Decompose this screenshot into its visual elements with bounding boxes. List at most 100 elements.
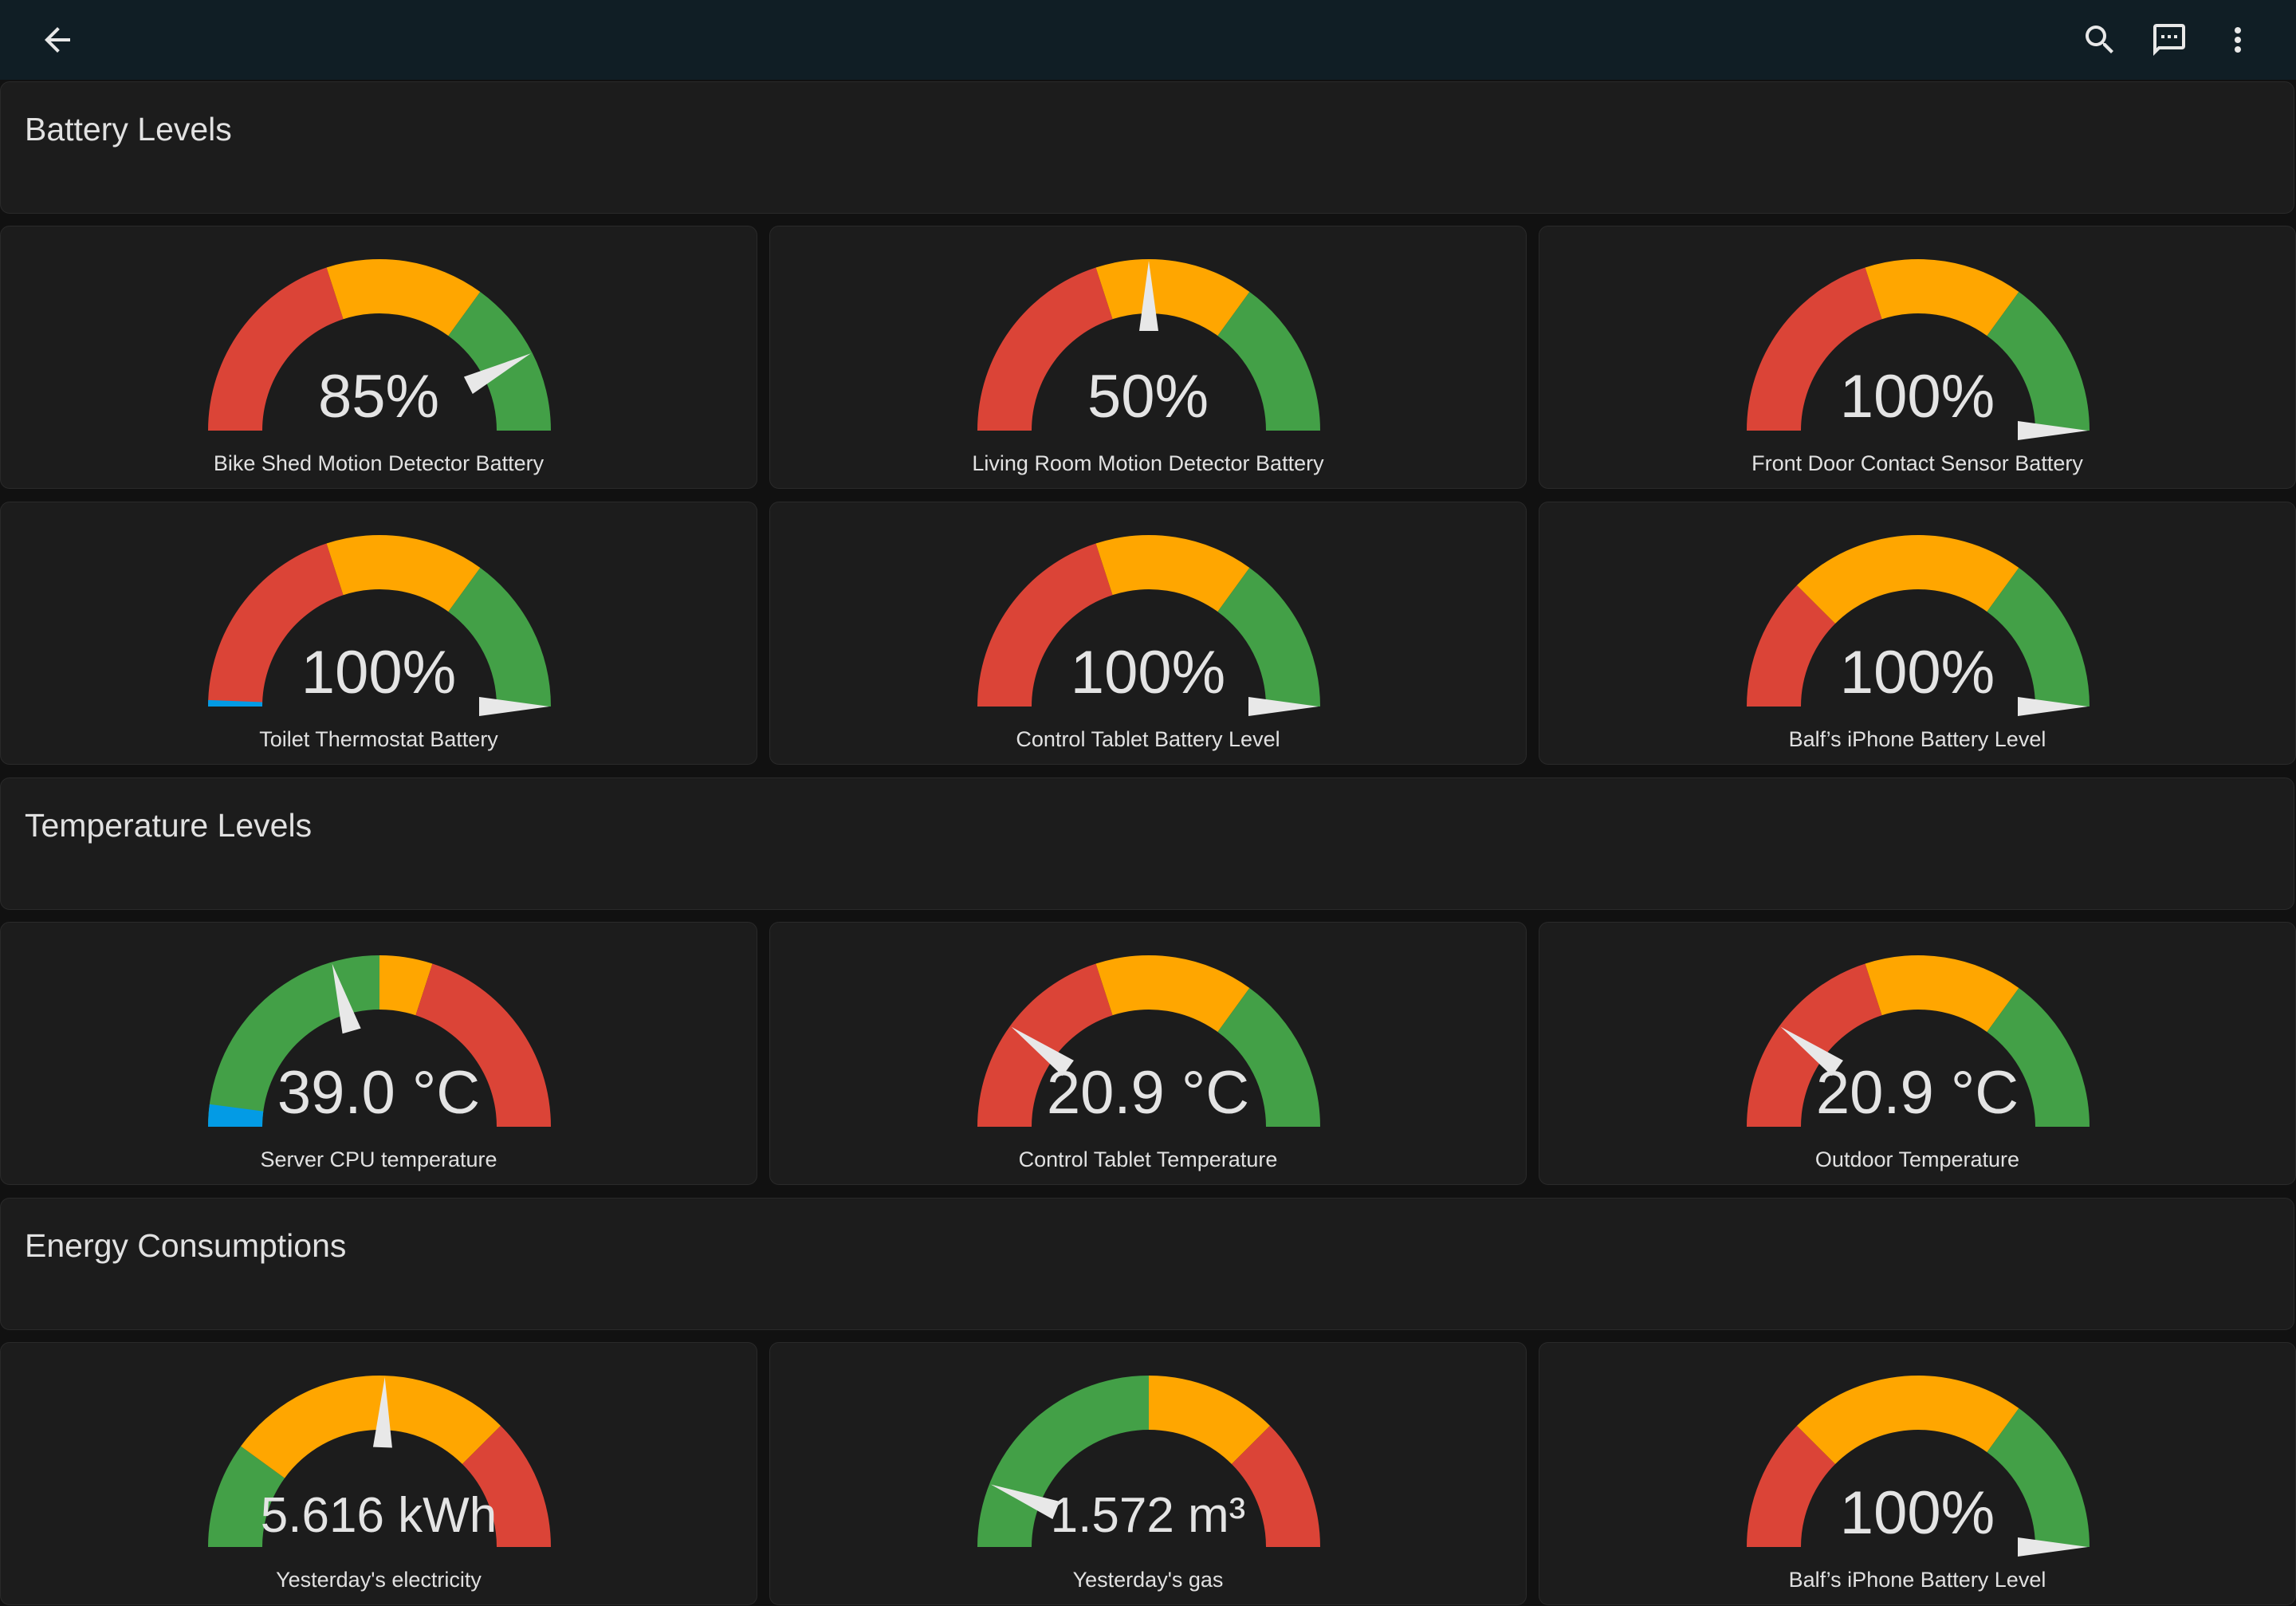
gauge-segment-red — [1747, 267, 1882, 431]
gauge-segment-green — [977, 1376, 1149, 1547]
gauge-segment-red — [415, 963, 551, 1127]
gauge-segment-red — [208, 267, 344, 431]
gauge-card[interactable]: 5.616 kWh Yesterday's electricity — [0, 1342, 757, 1605]
gauge-segment-green — [448, 292, 551, 431]
gauge-dial — [208, 955, 551, 1127]
gauge-segment-orange — [1865, 259, 2019, 337]
gauge-dial — [1747, 955, 2090, 1127]
gauge-label: Toilet Thermostat Battery — [259, 727, 498, 751]
gauge-card[interactable]: 85% Bike Shed Motion Detector Battery — [0, 226, 757, 489]
gauge-segment-green — [208, 955, 379, 1127]
gauge-segment-green — [1987, 292, 2090, 431]
gauge-value: 20.9 °C — [1046, 1059, 1250, 1127]
gauge-card[interactable]: 1.572 m³ Yesterday's gas — [769, 1342, 1527, 1605]
gauge-value: 20.9 °C — [1815, 1059, 2019, 1127]
gauge-value: 85% — [317, 363, 440, 431]
gauge-segment-green — [1217, 292, 1320, 431]
section-battery-levels: Battery Levels — [0, 81, 2294, 214]
gauge-segment-orange — [379, 955, 433, 1016]
search-icon[interactable] — [2081, 21, 2119, 59]
gauge-needle — [479, 697, 549, 716]
gauge-label: Front Door Contact Sensor Battery — [1751, 451, 2083, 475]
gauge-dial — [208, 1376, 551, 1547]
gauge-value: 100% — [1839, 363, 1995, 431]
gauge-label: Control Tablet Temperature — [1018, 1147, 1278, 1171]
gauge-needle — [463, 353, 531, 394]
gauge-value: 100% — [1839, 1479, 1995, 1547]
gauge-needle — [1011, 1026, 1074, 1077]
gauge-dial — [1747, 259, 2090, 440]
gauge-dial — [977, 535, 1320, 716]
gauge-segment-orange — [241, 1376, 501, 1478]
gauge-label: Server CPU temperature — [260, 1147, 497, 1171]
gauge-needle — [990, 1484, 1060, 1520]
gauge-card[interactable]: 39.0 °C Server CPU temperature — [0, 922, 757, 1185]
top-app-bar — [0, 0, 2296, 80]
section-title: Battery Levels — [25, 111, 232, 148]
gauge-card[interactable]: 100% Balf’s iPhone Battery Level — [1539, 1342, 2296, 1605]
gauge-label: Yesterday's electricity — [276, 1568, 482, 1592]
gauge-label: Balf’s iPhone Battery Level — [1788, 1568, 2046, 1592]
gauge-needle — [1139, 261, 1158, 331]
gauge-label: Control Tablet Battery Level — [1016, 727, 1280, 751]
gauge-segment-red — [208, 543, 344, 707]
gauge-dial — [977, 1376, 1320, 1547]
gauge-card[interactable]: 100% Balf’s iPhone Battery Level — [1539, 502, 2296, 765]
gauge-card[interactable]: 20.9 °C Control Tablet Temperature — [769, 922, 1527, 1185]
gauge-needle — [1780, 1026, 1843, 1077]
gauge-segment-green — [1217, 568, 1320, 707]
gauge-segment-red — [977, 267, 1113, 431]
gauge-segment-red — [1747, 585, 1836, 707]
gauge-label: Balf’s iPhone Battery Level — [1788, 727, 2046, 751]
gauge-dial — [208, 259, 551, 431]
gauge-segment-green — [448, 568, 551, 707]
gauge-card[interactable]: 50% Living Room Motion Detector Battery — [769, 226, 1527, 489]
gauge-segment-red — [1231, 1425, 1320, 1547]
arrow-left-icon[interactable] — [38, 21, 77, 59]
gauge-label: Living Room Motion Detector Battery — [972, 451, 1324, 475]
gauge-value: 39.0 °C — [277, 1059, 481, 1127]
gauge-segment-orange — [326, 535, 481, 612]
section-energy-consumptions: Energy Consumptions — [0, 1198, 2294, 1330]
gauge-needle — [2018, 421, 2088, 440]
more-vertical-icon[interactable] — [2219, 21, 2257, 59]
gauge-needle — [1248, 697, 1319, 716]
gauge-segment-green — [1217, 988, 1320, 1127]
gauge-needle — [2018, 1537, 2088, 1557]
gauge-card[interactable]: 20.9 °C Outdoor Temperature — [1539, 922, 2296, 1185]
gauge-value: 50% — [1087, 363, 1209, 431]
gauge-value: 100% — [1070, 639, 1226, 707]
gauge-needle — [332, 963, 361, 1034]
gauge-segment-red — [977, 543, 1113, 707]
gauge-needle — [372, 1377, 392, 1448]
gauge-segment-red — [462, 1425, 551, 1547]
gauge-dial — [1747, 535, 2090, 716]
gauge-min-marker — [208, 1104, 264, 1127]
gauge-segment-orange — [1095, 955, 1250, 1033]
gauge-card[interactable]: 100% Toilet Thermostat Battery — [0, 502, 757, 765]
gauge-label: Bike Shed Motion Detector Battery — [213, 451, 545, 475]
gauge-segment-orange — [1796, 535, 2019, 624]
gauge-value: 5.616 kWh — [260, 1488, 497, 1543]
gauge-min-marker — [208, 699, 263, 707]
gauge-label: Yesterday's gas — [1072, 1568, 1224, 1592]
gauge-dial — [977, 259, 1320, 431]
gauge-segment-green — [1987, 568, 2090, 707]
gauge-segment-red — [1747, 1425, 1836, 1547]
gauge-segment-green — [208, 1446, 285, 1547]
chat-message-icon[interactable] — [2150, 21, 2188, 59]
gauge-card[interactable]: 100% Front Door Contact Sensor Battery — [1539, 226, 2296, 489]
gauge-segment-green — [1987, 1408, 2090, 1547]
gauge-value: 100% — [301, 639, 457, 707]
gauge-segment-green — [1987, 988, 2090, 1127]
section-temperature-levels: Temperature Levels — [0, 777, 2294, 910]
gauge-value: 1.572 m³ — [1050, 1488, 1246, 1543]
gauge-card[interactable]: 100% Control Tablet Battery Level — [769, 502, 1527, 765]
gauge-needle — [2018, 697, 2088, 716]
gauge-label: Outdoor Temperature — [1814, 1147, 2020, 1171]
gauge-dial — [208, 535, 551, 716]
gauge-segment-orange — [1865, 955, 2019, 1033]
section-title: Energy Consumptions — [25, 1227, 347, 1264]
section-title: Temperature Levels — [25, 807, 313, 844]
gauge-value: 100% — [1839, 639, 1995, 707]
